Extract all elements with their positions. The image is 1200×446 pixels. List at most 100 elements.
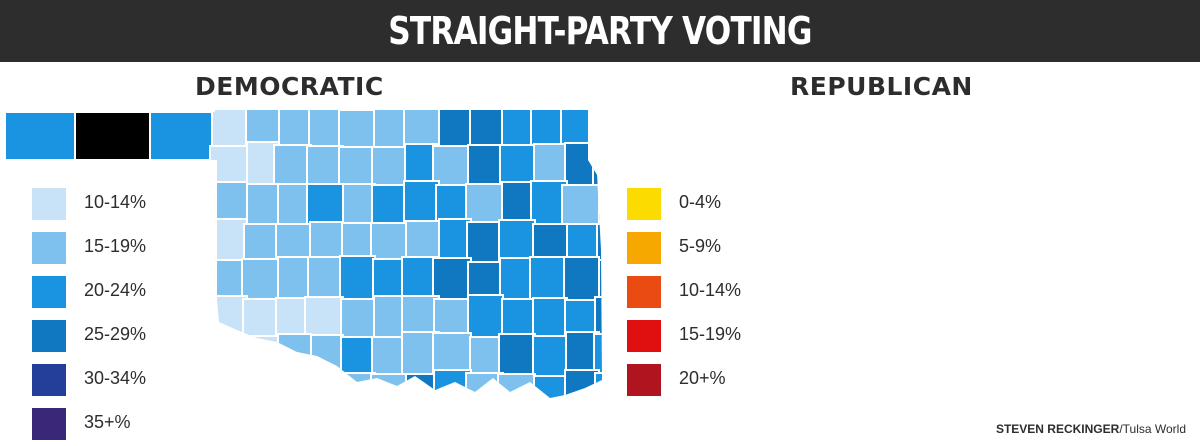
county [864,180,901,224]
county [932,106,965,148]
county [596,223,602,263]
county [306,145,344,187]
county [962,261,997,300]
county [896,181,933,224]
county [993,222,1029,262]
county [340,336,376,377]
county [209,145,248,187]
county [467,294,504,339]
county [210,181,248,225]
county [403,180,440,225]
county [532,335,568,377]
county [868,221,901,262]
page-title: STRAIGHT-PARTY VOTING [388,9,812,53]
county [1060,222,1093,262]
county [566,223,600,263]
county [405,220,440,263]
county [740,112,805,160]
county [498,219,536,263]
legend-label: 20+% [679,368,726,388]
county [831,337,869,376]
county [241,258,280,301]
county [245,335,280,377]
county [928,260,965,300]
county [240,371,280,398]
county [467,261,504,301]
county [339,255,376,301]
county [340,298,376,339]
county [899,105,933,148]
photo-credit: STEVEN RECKINGER/Tulsa World [996,422,1186,436]
legend-label: 15-19% [679,324,742,344]
county [466,221,504,263]
legend-label: 20-24% [84,280,147,300]
county [432,257,472,301]
legend-swatch [627,232,661,264]
county [533,143,568,187]
credit-author: STEVEN RECKINGER [995,422,1120,436]
legend-item: 0-4% [627,188,807,220]
county [1025,295,1061,338]
county [1153,107,1189,148]
county [499,144,536,187]
county [929,374,965,414]
county [308,110,344,149]
county [864,338,901,376]
county [5,111,76,161]
county [304,296,344,339]
county [1119,334,1157,376]
legend-swatch [32,188,66,220]
county [438,110,472,149]
county [901,257,933,300]
county [467,144,504,187]
county [561,184,600,225]
county [307,256,344,301]
legend-swatch [627,188,661,220]
county [1088,108,1125,148]
county [432,332,472,377]
legend-label: 35+% [84,412,131,432]
legend-label: 15-19% [84,236,147,256]
county [594,296,602,339]
county [529,256,568,301]
county [1091,145,1125,186]
county [469,336,504,377]
county [1153,144,1189,186]
county [900,220,933,262]
county [1188,333,1200,376]
county [897,375,933,414]
county [1060,109,1093,148]
county [532,223,568,263]
county [996,143,1029,186]
county [995,372,1029,414]
county [208,295,248,339]
county [832,148,869,186]
county [1121,182,1157,224]
legend-item: 20+% [627,364,807,396]
county [993,104,1029,148]
county [993,184,1029,224]
county [802,223,837,262]
county [865,299,901,338]
county [276,372,312,398]
county [371,184,408,225]
county [1186,145,1200,186]
county [1153,224,1189,262]
county [342,183,376,225]
county [338,146,376,187]
county [801,142,837,186]
democratic-heading: DEMOCRATIC [195,72,384,101]
county [1027,180,1061,224]
county [1088,262,1125,300]
county [931,338,965,376]
county [1058,332,1093,376]
legend-item: 15-19% [627,320,807,352]
legend-swatch [32,364,66,396]
county [278,110,312,149]
county [532,297,568,339]
county [965,108,997,148]
county [338,110,376,149]
legend-item: 5-9% [627,232,807,264]
county [1056,146,1093,186]
